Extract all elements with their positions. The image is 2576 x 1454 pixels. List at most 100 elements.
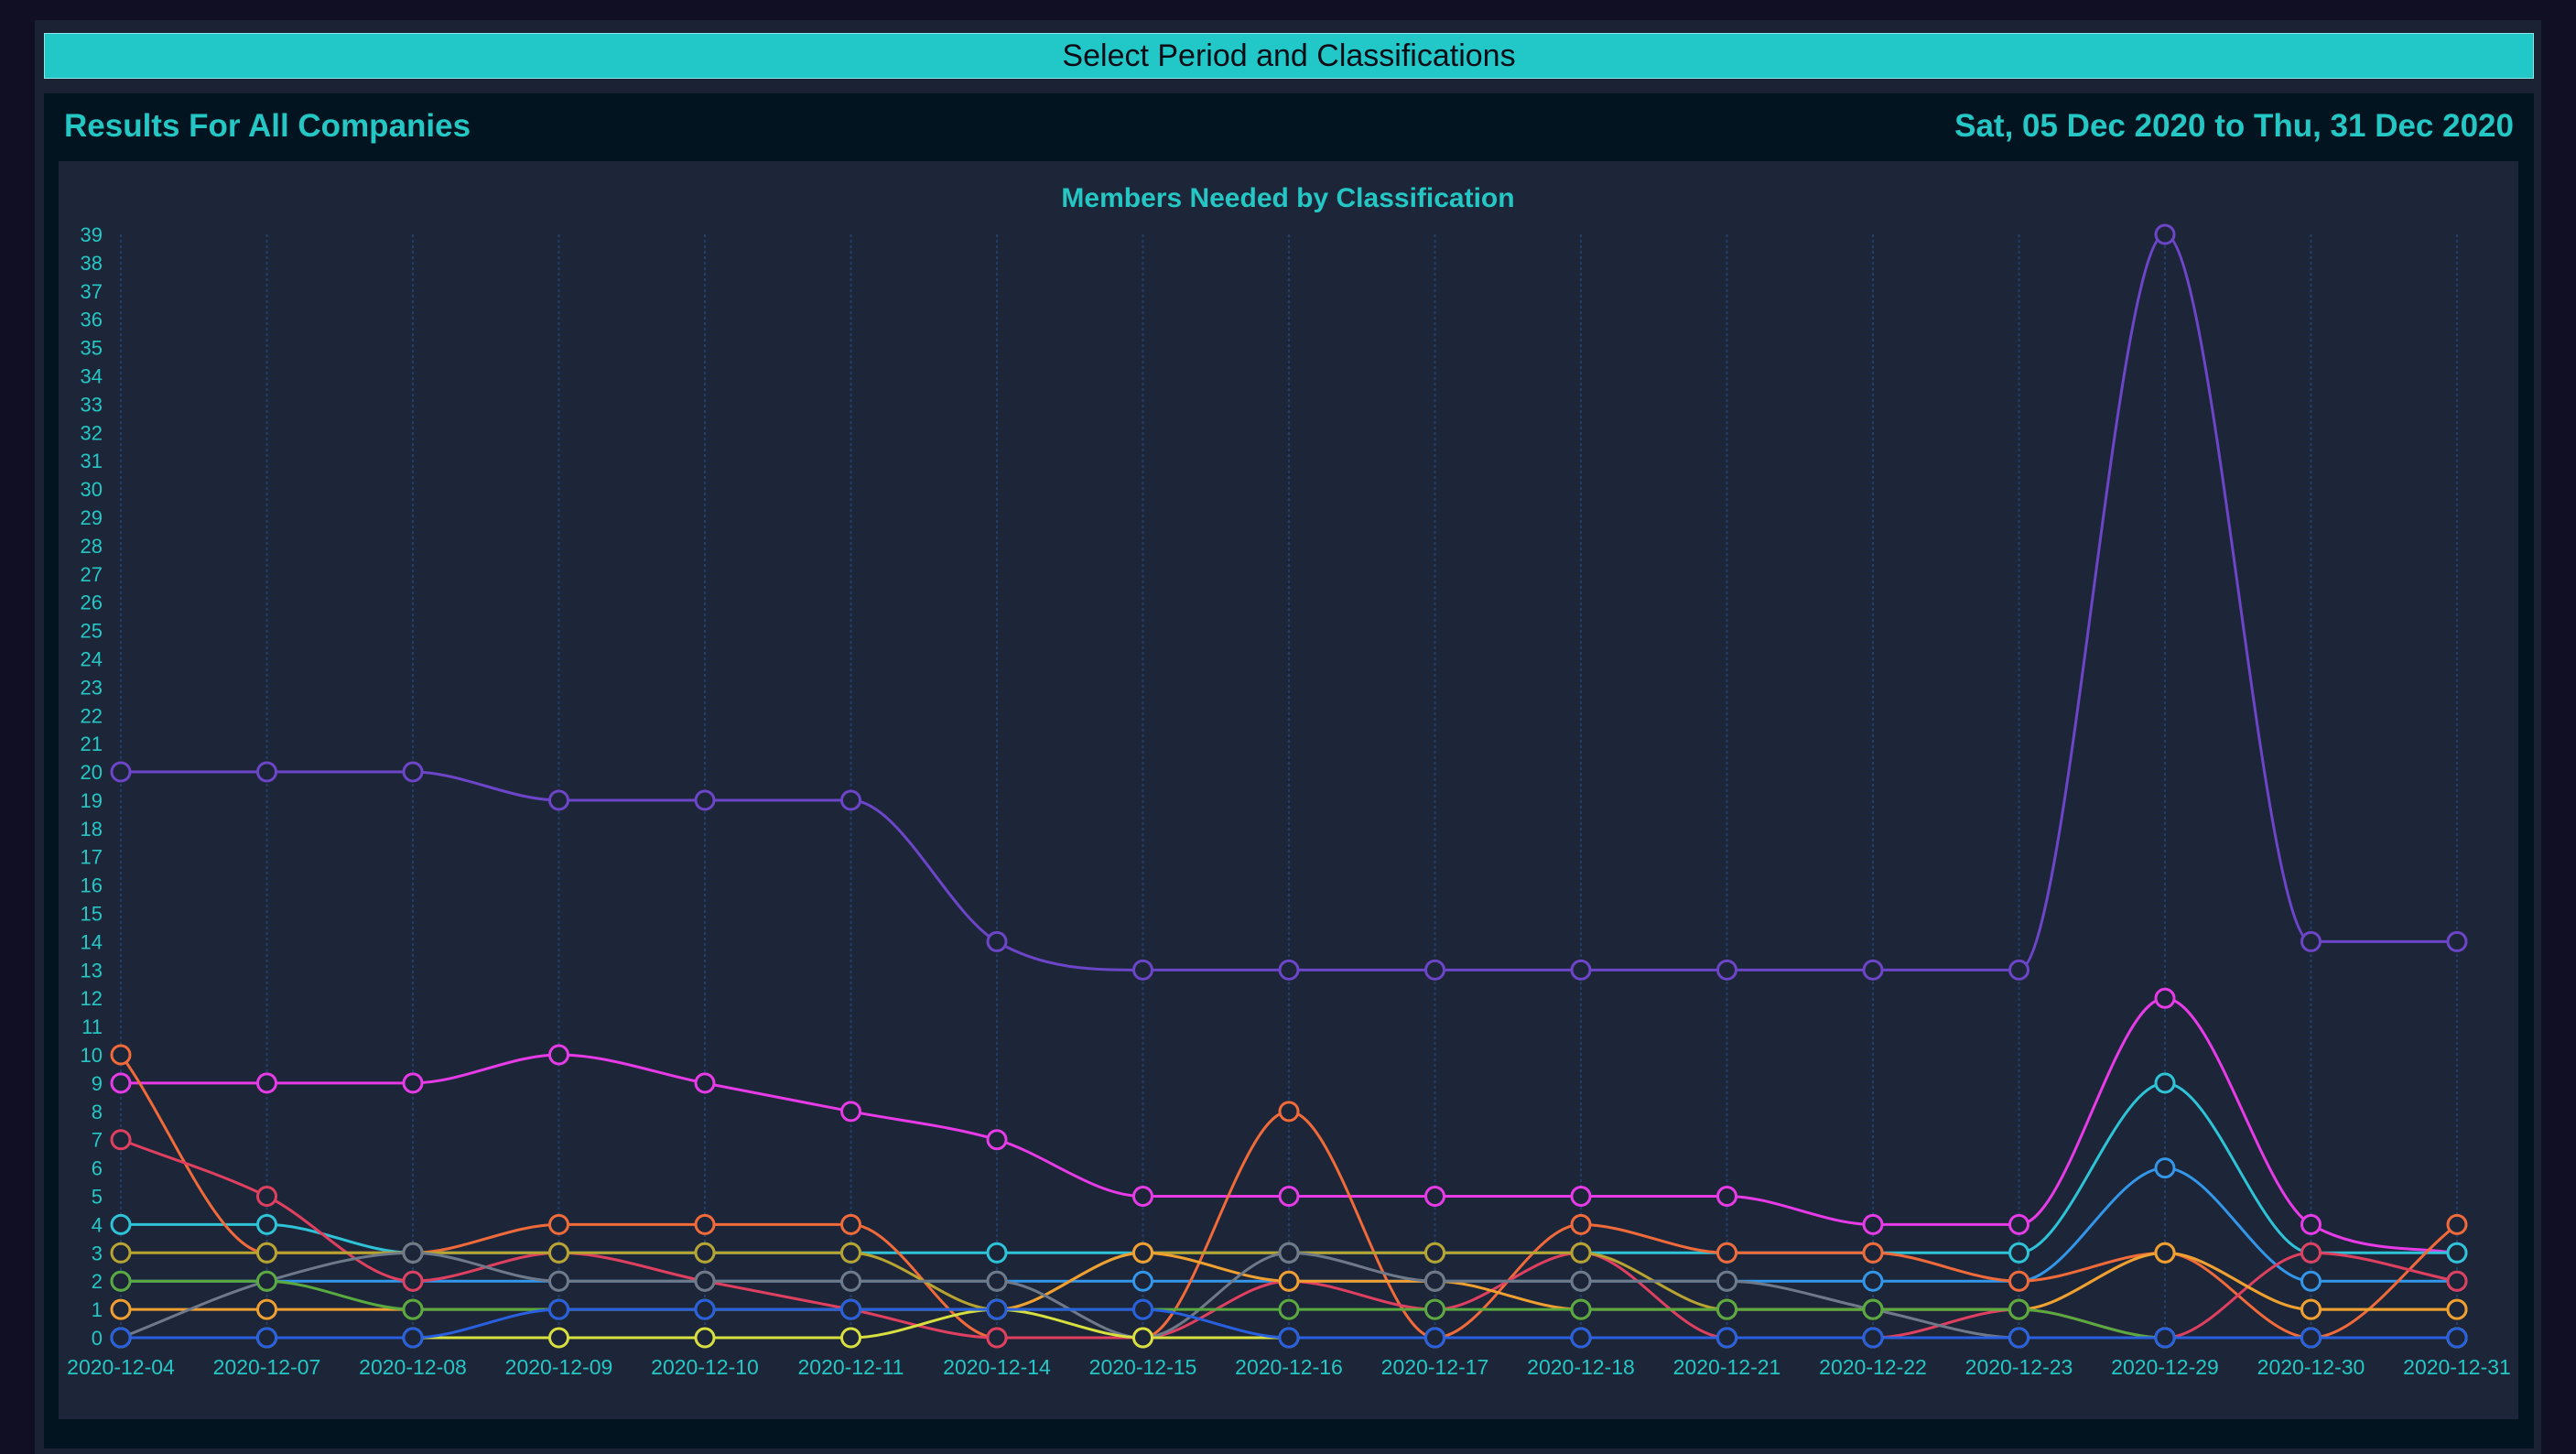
- data-point[interactable]: [402, 1072, 424, 1094]
- data-point[interactable]: [402, 1242, 424, 1264]
- data-point[interactable]: [1278, 1101, 1300, 1123]
- data-point[interactable]: [256, 1242, 277, 1264]
- data-point[interactable]: [2154, 223, 2176, 245]
- data-point[interactable]: [2300, 1213, 2322, 1235]
- data-point[interactable]: [548, 1242, 569, 1264]
- data-point[interactable]: [840, 789, 861, 811]
- data-point[interactable]: [1424, 1242, 1445, 1264]
- data-point[interactable]: [2300, 1327, 2322, 1349]
- data-point[interactable]: [986, 1129, 1008, 1151]
- data-point[interactable]: [402, 1270, 424, 1292]
- data-point[interactable]: [1132, 1242, 1153, 1264]
- data-point[interactable]: [986, 1242, 1008, 1264]
- data-point[interactable]: [1862, 1327, 1884, 1349]
- data-point[interactable]: [2008, 1242, 2029, 1264]
- data-point[interactable]: [256, 1072, 277, 1094]
- data-point[interactable]: [2446, 930, 2468, 952]
- data-point[interactable]: [986, 1298, 1008, 1320]
- data-point[interactable]: [1424, 959, 1445, 981]
- data-point[interactable]: [548, 1298, 569, 1320]
- data-point[interactable]: [1716, 1298, 1737, 1320]
- data-point[interactable]: [1716, 1327, 1737, 1349]
- data-point[interactable]: [110, 1072, 132, 1094]
- data-point[interactable]: [1862, 1270, 1884, 1292]
- data-point[interactable]: [694, 1298, 716, 1320]
- data-point[interactable]: [2008, 1298, 2029, 1320]
- data-point[interactable]: [1570, 1186, 1592, 1208]
- data-point[interactable]: [2008, 1327, 2029, 1349]
- data-point[interactable]: [840, 1327, 861, 1349]
- data-point[interactable]: [548, 1213, 569, 1235]
- data-point[interactable]: [110, 1327, 132, 1349]
- data-point[interactable]: [2300, 930, 2322, 952]
- data-point[interactable]: [2300, 1298, 2322, 1320]
- data-point[interactable]: [1862, 1213, 1884, 1235]
- data-point[interactable]: [1424, 1270, 1445, 1292]
- data-point[interactable]: [2154, 987, 2176, 1009]
- data-point[interactable]: [548, 1044, 569, 1066]
- data-point[interactable]: [2300, 1242, 2322, 1264]
- data-point[interactable]: [1132, 1298, 1153, 1320]
- data-point[interactable]: [840, 1213, 861, 1235]
- data-point[interactable]: [2008, 1270, 2029, 1292]
- data-point[interactable]: [402, 1327, 424, 1349]
- data-point[interactable]: [694, 1270, 716, 1292]
- data-point[interactable]: [694, 1213, 716, 1235]
- data-point[interactable]: [1132, 1186, 1153, 1208]
- data-point[interactable]: [402, 761, 424, 783]
- data-point[interactable]: [2446, 1270, 2468, 1292]
- data-point[interactable]: [1716, 1242, 1737, 1264]
- data-point[interactable]: [110, 1213, 132, 1235]
- data-point[interactable]: [1132, 1270, 1153, 1292]
- data-point[interactable]: [402, 1298, 424, 1320]
- data-point[interactable]: [110, 1044, 132, 1066]
- data-point[interactable]: [1862, 1298, 1884, 1320]
- data-point[interactable]: [1570, 1327, 1592, 1349]
- data-point[interactable]: [1862, 1242, 1884, 1264]
- data-point[interactable]: [1278, 1186, 1300, 1208]
- data-point[interactable]: [986, 1270, 1008, 1292]
- data-point[interactable]: [2154, 1157, 2176, 1179]
- data-point[interactable]: [2446, 1213, 2468, 1235]
- data-point[interactable]: [840, 1101, 861, 1123]
- data-point[interactable]: [694, 1242, 716, 1264]
- data-point[interactable]: [110, 1129, 132, 1151]
- data-point[interactable]: [2446, 1242, 2468, 1264]
- data-point[interactable]: [110, 1298, 132, 1320]
- data-point[interactable]: [1716, 1270, 1737, 1292]
- data-point[interactable]: [694, 1072, 716, 1094]
- data-point[interactable]: [986, 930, 1008, 952]
- data-point[interactable]: [1424, 1298, 1445, 1320]
- data-point[interactable]: [256, 1327, 277, 1349]
- data-point[interactable]: [1570, 1298, 1592, 1320]
- data-point[interactable]: [2300, 1270, 2322, 1292]
- data-point[interactable]: [548, 1270, 569, 1292]
- data-point[interactable]: [694, 1327, 716, 1349]
- data-point[interactable]: [256, 1186, 277, 1208]
- data-point[interactable]: [1570, 1242, 1592, 1264]
- data-point[interactable]: [1132, 1327, 1153, 1349]
- data-point[interactable]: [110, 761, 132, 783]
- data-point[interactable]: [1570, 959, 1592, 981]
- data-point[interactable]: [986, 1327, 1008, 1349]
- data-point[interactable]: [2446, 1298, 2468, 1320]
- data-point[interactable]: [2008, 959, 2029, 981]
- data-point[interactable]: [1570, 1213, 1592, 1235]
- select-period-button[interactable]: Select Period and Classifications: [44, 33, 2534, 79]
- data-point[interactable]: [256, 1213, 277, 1235]
- data-point[interactable]: [1278, 1327, 1300, 1349]
- data-point[interactable]: [1278, 959, 1300, 981]
- data-point[interactable]: [840, 1298, 861, 1320]
- data-point[interactable]: [548, 789, 569, 811]
- data-point[interactable]: [110, 1242, 132, 1264]
- data-point[interactable]: [1716, 1186, 1737, 1208]
- data-point[interactable]: [1278, 1270, 1300, 1292]
- data-point[interactable]: [1570, 1270, 1592, 1292]
- data-point[interactable]: [256, 761, 277, 783]
- data-point[interactable]: [1278, 1298, 1300, 1320]
- data-point[interactable]: [548, 1327, 569, 1349]
- data-point[interactable]: [1716, 959, 1737, 981]
- data-point[interactable]: [2154, 1327, 2176, 1349]
- data-point[interactable]: [1278, 1242, 1300, 1264]
- data-point[interactable]: [1132, 959, 1153, 981]
